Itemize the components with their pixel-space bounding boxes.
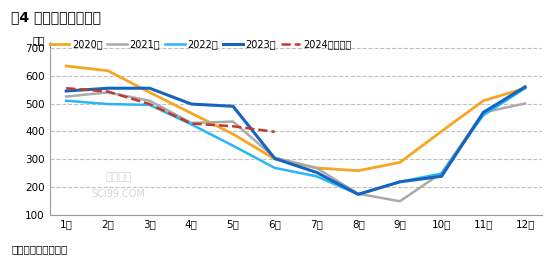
Text: 图4 全国棉花商业库存: 图4 全国棉花商业库存 [11, 10, 101, 24]
Text: 数据来源：卓创资讯: 数据来源：卓创资讯 [11, 244, 67, 254]
Text: 卓创资讯: 卓创资讯 [105, 172, 131, 182]
Text: 万吨: 万吨 [33, 35, 45, 45]
Text: SCI99.COM: SCI99.COM [91, 189, 145, 199]
Legend: 2020年, 2021年, 2022年, 2023年, 2024年及预测: 2020年, 2021年, 2022年, 2023年, 2024年及预测 [50, 39, 351, 49]
